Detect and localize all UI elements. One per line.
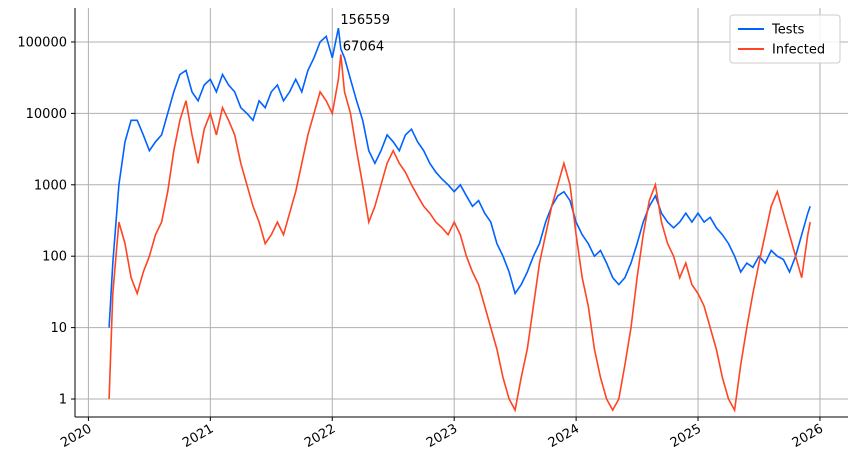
legend-label: Tests <box>771 23 805 38</box>
y-tick-label: 1000 <box>34 178 67 193</box>
series-line <box>108 27 811 328</box>
y-tick-label: 100 <box>42 250 67 265</box>
x-tick-label: 2022 <box>302 421 338 451</box>
annotation: 67064 <box>343 39 384 54</box>
y-tick-label: 10000 <box>26 107 67 122</box>
series-line <box>108 54 811 413</box>
annotation: 156559 <box>340 13 390 28</box>
legend-box <box>729 14 841 64</box>
x-tick-label: 2026 <box>790 421 826 451</box>
y-tick-label: 10 <box>50 321 67 336</box>
y-tick-label: 100000 <box>17 35 67 50</box>
y-tick-label: 1 <box>59 393 67 408</box>
x-tick-label: 2025 <box>668 421 704 451</box>
x-tick-label: 2024 <box>546 421 582 451</box>
x-tick-label: 2023 <box>424 421 460 451</box>
x-tick-label: 2021 <box>180 421 216 451</box>
legend-label: Infected <box>772 43 825 58</box>
x-tick-label: 2020 <box>58 421 94 451</box>
